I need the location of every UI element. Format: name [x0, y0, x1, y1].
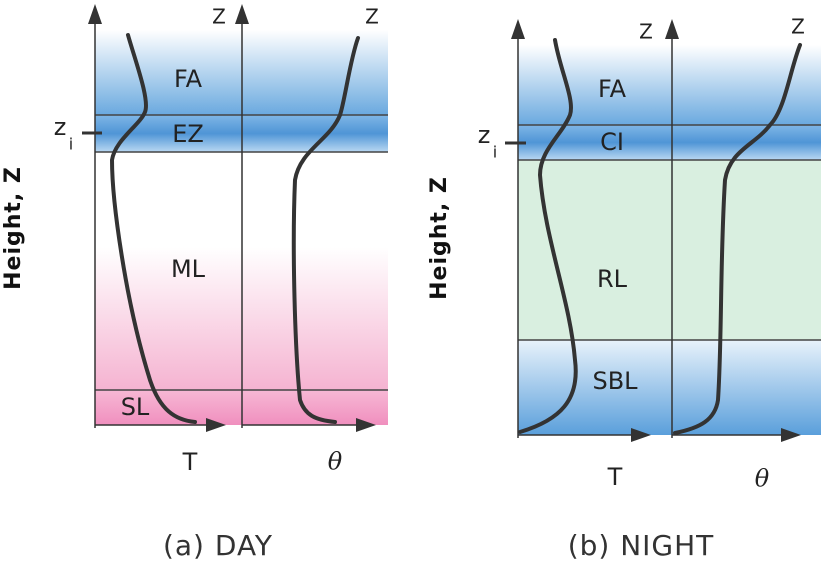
layer-label: SBL — [592, 367, 638, 395]
ci-band — [518, 125, 821, 160]
y-label: Height, Z — [427, 176, 452, 300]
arrow — [665, 19, 679, 39]
zi-label: z — [478, 121, 491, 149]
x-label: T — [607, 463, 623, 491]
sbl-band — [518, 340, 821, 435]
z-label: Z — [791, 15, 805, 39]
arrow — [511, 19, 525, 39]
arrow — [88, 4, 102, 24]
arrow — [781, 428, 801, 442]
zi-sub: i — [493, 143, 497, 162]
theta-profile — [673, 43, 802, 435]
layer-label: EZ — [172, 120, 204, 148]
fa-band — [518, 45, 821, 125]
zi-sub: i — [69, 135, 73, 154]
arrow — [631, 428, 651, 442]
caption: (a) DAY — [163, 529, 273, 562]
day-panel: z i Z Z FA EZ ML SL T θ Height, Z (a) DA… — [1, 4, 388, 562]
layer-label: FA — [598, 75, 627, 103]
rl-band — [518, 160, 821, 340]
z-label: Z — [639, 20, 653, 44]
y-label: Height, Z — [1, 166, 26, 290]
arrow — [235, 4, 249, 24]
layer-label: RL — [597, 265, 628, 293]
zi-label: z — [54, 113, 67, 141]
z-label: Z — [212, 5, 226, 29]
x-label: θ — [755, 465, 770, 493]
arrow — [356, 418, 376, 432]
caption: (b) NIGHT — [568, 529, 715, 562]
layer-label: SL — [121, 393, 150, 421]
layer-label: FA — [174, 65, 203, 93]
theta-profile — [291, 36, 360, 424]
night-panel: z i Z Z FA CI RL SBL T θ Height, Z (b) N… — [427, 15, 821, 562]
layer-label: ML — [171, 255, 206, 283]
x-label: T — [182, 448, 198, 476]
layer-label: CI — [600, 128, 624, 156]
x-label: θ — [328, 448, 343, 476]
arrow — [206, 418, 226, 432]
z-label: Z — [365, 5, 379, 29]
temperature-profile — [518, 38, 578, 434]
temperature-profile — [109, 33, 197, 424]
